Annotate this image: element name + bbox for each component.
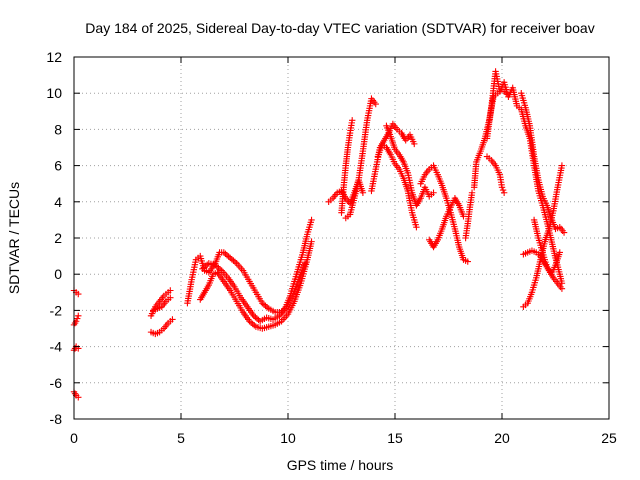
data-point [75, 394, 82, 401]
series-sat-i [197, 238, 315, 332]
data-point [430, 189, 437, 196]
series-sat-y [520, 162, 566, 310]
axis-ticks [73, 56, 610, 420]
data-point [468, 189, 476, 196]
series-sat-h [184, 216, 315, 316]
series-sat-m [342, 95, 379, 222]
series-sat-z [530, 216, 563, 278]
x-tick-label: 10 [280, 430, 296, 446]
y-tick-label: 4 [54, 194, 62, 210]
y-tick-label: 10 [46, 85, 62, 101]
data-point [301, 260, 309, 267]
tick-labels: 0 5 10 15 20 25 -8 -6 -4 -2 0 2 4 6 8 10 12 [46, 49, 617, 446]
data-point [167, 287, 174, 294]
data-point [464, 258, 471, 265]
y-tick-label: 6 [54, 158, 62, 174]
x-axis-label: GPS time / hours [287, 457, 394, 473]
data-point [74, 315, 81, 322]
y-tick-label: -6 [50, 375, 63, 391]
series-sat-l [338, 117, 356, 216]
data-point [558, 285, 566, 292]
x-tick-label: 0 [70, 430, 78, 446]
data-point [349, 117, 356, 124]
y-tick-label: 12 [46, 49, 62, 65]
series-sat-u [483, 153, 508, 196]
data-point [560, 229, 568, 236]
data-point [359, 189, 367, 196]
y-tick-label: 2 [54, 230, 62, 246]
data-point [556, 249, 563, 256]
x-tick-label: 25 [601, 430, 617, 446]
series-sat-f [147, 316, 176, 338]
series-sat-e [147, 287, 174, 320]
grid-lines [74, 57, 609, 419]
y-tick-label: -8 [50, 411, 63, 427]
data-point [500, 189, 508, 196]
data-point [411, 140, 418, 148]
x-tick-label: 15 [387, 430, 403, 446]
data-point [308, 238, 315, 245]
data-point [558, 162, 566, 169]
x-tick-label: 5 [177, 430, 185, 446]
data-point [498, 184, 506, 191]
series-sat-g [149, 294, 174, 314]
data-point [308, 216, 315, 224]
data-point [413, 223, 420, 231]
series-sat-j [199, 260, 309, 325]
data-point [167, 294, 174, 301]
series-sat-o [374, 140, 420, 231]
x-tick-label: 20 [494, 430, 510, 446]
y-tick-label: -4 [50, 339, 63, 355]
y-axis-label: SDTVAR / TECUs [6, 182, 22, 294]
y-tick-label: -2 [50, 302, 63, 318]
data-marks [70, 68, 568, 401]
y-tick-label: 8 [54, 121, 62, 137]
data-point [169, 316, 176, 323]
data-point [75, 290, 82, 298]
data-point [499, 186, 507, 194]
series-sat-p [383, 122, 437, 209]
data-point [75, 312, 82, 320]
y-tick-label: 0 [54, 266, 62, 282]
series-sat-s [462, 189, 476, 242]
data-point [372, 100, 379, 108]
chart-title: Day 184 of 2025, Sidereal Day-to-day VTE… [85, 20, 594, 36]
series-sat-r [426, 194, 467, 251]
